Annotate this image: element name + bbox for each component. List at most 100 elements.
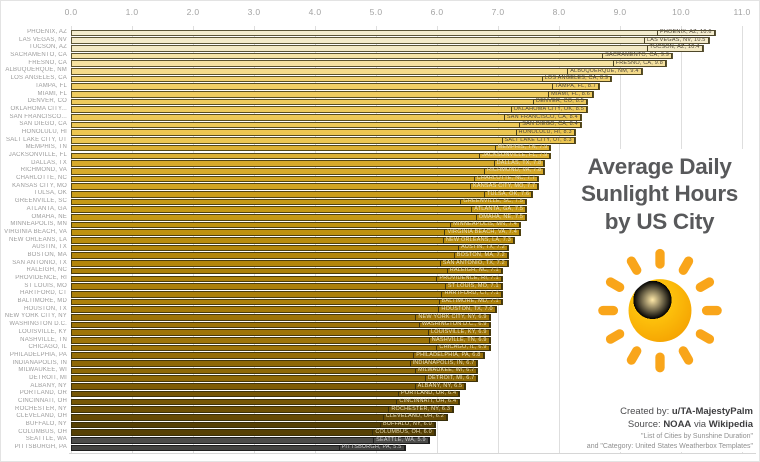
bar: HONOLULU, HI, 8.3: [71, 129, 576, 137]
y-axis-label: DETROIT, MI: [29, 374, 67, 381]
bar-value-label: CLEVELAND, OH, 6.2: [382, 414, 448, 421]
x-axis-tick-label: 1.0: [125, 7, 139, 17]
chart-row: MILWAUKEE, WI MILWAUKEE, WI, 6.7: [1, 367, 759, 375]
y-axis-label: WASHINGTON D.C.: [9, 321, 67, 328]
bar-value-label: PROVIDENCE, RI, 7.1: [436, 276, 502, 283]
bar-value-label: GREENVILLE, SC, 7.5: [460, 199, 527, 206]
bar-track: FRESNO, CA, 9.8: [71, 60, 740, 68]
chart-row: GREENVILLE, SC GREENVILLE, SC, 7.5: [1, 198, 759, 206]
y-axis-label: MINNEAPOLIS, MN: [10, 221, 67, 228]
bar: SAN FRANCISCO, CA, 8.4: [71, 114, 582, 121]
y-axis-label: INDIANAPOLIS, IN: [12, 359, 67, 366]
bar-track: SAN ANTONIO, TX, 7.2: [71, 260, 740, 268]
bar-value-label: FRESNO, CA, 9.8: [612, 60, 667, 67]
chart-row: ROCHESTER, NY ROCHESTER, NY, 6.3: [1, 406, 759, 414]
bar: BUFFALO, NY, 6.0: [71, 422, 436, 429]
bar: CINCINNATI, OH, 6.4: [71, 399, 461, 406]
bar: SAN DIEGO, CA, 8.4: [71, 122, 582, 129]
chart-row: SALT LAKE CITY, UT SALT LAKE CITY, UT, 8.…: [1, 137, 759, 145]
bar-value-label: SACRAMENTO, CA, 9.9: [602, 53, 673, 60]
bar-track: MINNEAPOLIS, MN, 7.4: [71, 221, 740, 229]
credit-created-by: Created by: u/TA-MajestyPalm: [620, 406, 753, 418]
bar: ST LOUIS, MO, 7.1: [71, 283, 503, 290]
bar: SEATTLE, WA, 5.9: [71, 437, 430, 444]
bar-track: PHILADELPHIA, PA, 6.8: [71, 352, 740, 360]
chart-row: DALLAS, TX DALLAS, TX, 7.8: [1, 160, 759, 168]
bar-track: ST LOUIS, MO, 7.1: [71, 283, 740, 291]
y-axis-label: PORTLAND, OR: [19, 390, 67, 397]
chart-row: NEW YORK CITY, NY NEW YORK CITY, NY, 6.9: [1, 313, 759, 321]
bar: LOUISVILLE, KY, 6.9: [71, 329, 491, 336]
bar-value-label: KANSAS CITY, MO, 7.7: [470, 183, 539, 190]
bar-value-label: MIAMI, FL, 8.6: [548, 91, 594, 98]
bar-value-label: CHARLOTTE, NC, 7.7: [473, 176, 539, 183]
bar: CLEVELAND, OH, 6.2: [71, 414, 449, 421]
y-axis-label: VIRGINIA BEACH, VA: [4, 228, 67, 235]
y-axis-label: DALLAS, TX: [31, 159, 67, 166]
bar: DALLAS, TX, 7.8: [71, 160, 546, 167]
chart-row: FRESNO, CA FRESNO, CA, 9.8: [1, 60, 759, 68]
bar: MILWAUKEE, WI, 6.7: [71, 368, 479, 375]
credit-note-1: "List of Cities by Sunshine Duration": [641, 432, 753, 440]
chart-row: OMAHA, NE OMAHA, NE, 7.5: [1, 214, 759, 222]
bar-value-label: WASHINGTON D.C., 6.9: [418, 322, 490, 329]
gridline: [559, 26, 560, 453]
bar-value-label: ATLANTA, GA, 7.5: [471, 206, 527, 213]
chart-row: LOS ANGELES, CA LOS ANGELES, CA, 8.9: [1, 75, 759, 83]
chart-row: CLEVELAND, OH CLEVELAND, OH, 6.2: [1, 413, 759, 421]
chart-row: INDIANAPOLIS, IN INDIANAPOLIS, IN, 6.7: [1, 360, 759, 368]
bar-value-label: HOUSTON, TX, 7.0: [438, 306, 496, 313]
bar: PORTLAND, OR, 6.4: [71, 391, 461, 398]
y-axis-label: KANSAS CITY, MO: [12, 182, 67, 189]
chart-row: NASHVILLE, TN NASHVILLE, TN, 6.9: [1, 337, 759, 345]
y-axis-label: HOUSTON, TX: [24, 305, 67, 312]
bar-value-label: NEW YORK CITY, NY, 6.9: [415, 314, 490, 321]
bar-value-label: NEW ORLEANS, LA, 7.3: [442, 237, 514, 244]
x-axis-tick-label: 2.0: [186, 7, 200, 17]
bar-track: NASHVILLE, TN, 6.9: [71, 337, 740, 345]
bar-value-label: HARTFORD, CT, 7.1: [441, 291, 502, 298]
bar: TULSA, OK, 7.6: [71, 191, 534, 198]
bar-value-label: DALLAS, TX, 7.8: [493, 160, 545, 167]
bar: INDIANAPOLIS, IN, 6.7: [71, 360, 479, 367]
bar-track: INDIANAPOLIS, IN, 6.7: [71, 360, 740, 368]
bar-track: ALBUQUERQUE, NM, 9.4: [71, 67, 740, 75]
y-axis-label: DENVER, CO: [27, 98, 67, 105]
y-axis-label: CHARLOTTE, NC: [16, 175, 67, 182]
bar: NASHVILLE, TN, 6.9: [71, 337, 491, 344]
chart-row: MINNEAPOLIS, MN MINNEAPOLIS, MN, 7.4: [1, 221, 759, 229]
bar-track: HARTFORD, CT, 7.1: [71, 290, 740, 298]
chart-row: WASHINGTON D.C. WASHINGTON D.C., 6.9: [1, 321, 759, 329]
bar: SACRAMENTO, CA, 9.9: [71, 53, 674, 60]
y-axis-label: AUSTIN, TX: [32, 244, 67, 251]
bar-value-label: SAN DIEGO, CA, 8.4: [519, 122, 581, 129]
y-axis-label: CLEVELAND, OH: [16, 413, 67, 420]
bar-value-label: TULSA, OK, 7.6: [483, 191, 533, 198]
chart-row: ATLANTA, GA ATLANTA, GA, 7.5: [1, 206, 759, 214]
bar: PITTSBURGH, PA, 5.5: [71, 445, 406, 452]
bar-value-label: OMAHA, NE, 7.5: [475, 214, 527, 221]
y-axis-label: MIAMI, FL: [37, 90, 67, 97]
bar-track: BUFFALO, NY, 6.0: [71, 421, 740, 429]
y-axis-label: GREENVILLE, SC: [14, 198, 67, 205]
bar-value-label: MEMPHIS, TN, 7.9: [494, 145, 551, 152]
y-axis-label: SEATTLE, WA: [25, 436, 67, 443]
bar-track: NEW YORK CITY, NY, 6.9: [71, 313, 740, 321]
y-axis-label: PHILADELPHIA, PA: [9, 351, 67, 358]
bar: RALEIGH, NC, 7.1: [71, 268, 503, 275]
bar-track: DENVER, CO, 8.5: [71, 98, 740, 106]
bar: OKLAHOMA CITY, OK, 8.5: [71, 106, 588, 114]
chart-row: KANSAS CITY, MO KANSAS CITY, MO, 7.7: [1, 183, 759, 191]
bar-value-label: PORTLAND, OR, 6.4: [397, 391, 460, 398]
y-axis-label: OKLAHOMA CITY...: [10, 105, 67, 112]
bar-track: CLEVELAND, OH, 6.2: [71, 413, 740, 421]
y-axis-label: ALBUQUERQUE, NM: [5, 67, 67, 74]
bar: CHICAGO, IL, 6.9: [71, 345, 491, 352]
sun-icon: [597, 249, 722, 373]
bar: DETROIT, MI, 6.7: [71, 375, 479, 383]
x-axis-tick-label: 5.0: [369, 7, 383, 17]
bar-track: PITTSBURGH, PA, 5.5: [71, 444, 740, 452]
bar-track: CINCINNATI, OH, 6.4: [71, 398, 740, 406]
bar-value-label: ALBUQUERQUE, NM, 9.4: [567, 68, 642, 75]
y-axis-label: LOS ANGELES, CA: [10, 75, 67, 82]
